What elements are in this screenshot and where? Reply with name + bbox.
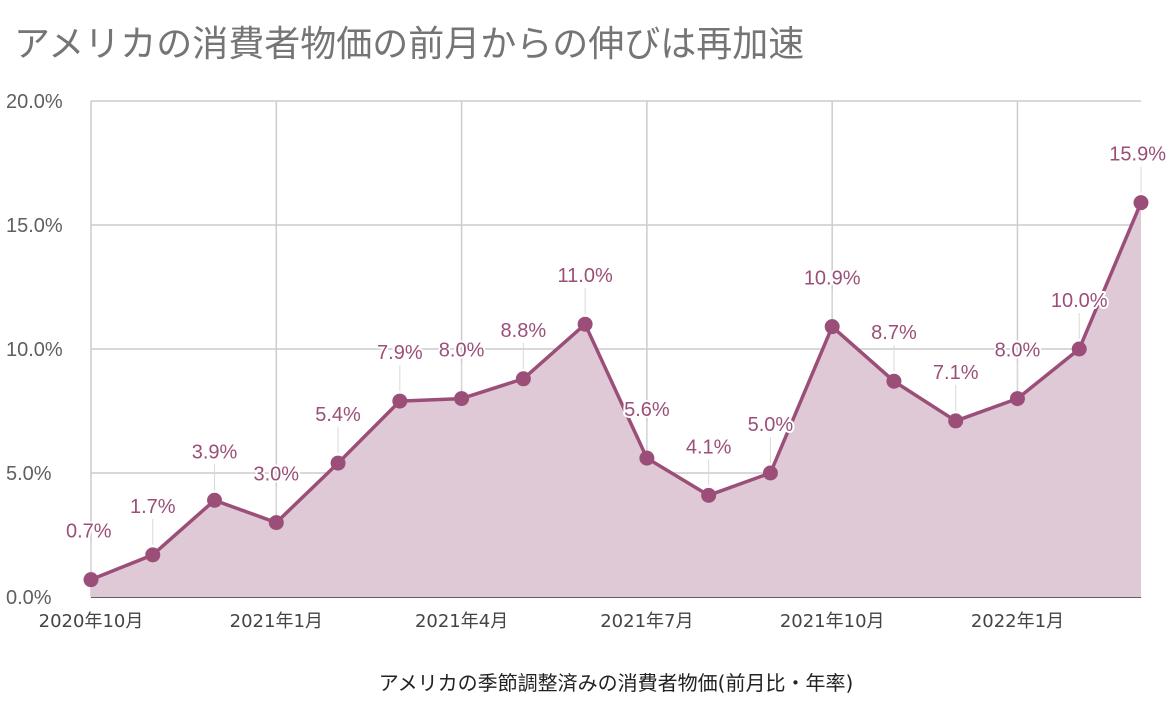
data-labels-layer: 0.7% 1.7% 3.9% 3.0% 5.4% 7.9% 8.0% 8.8% 11.0% 5.6… [64,142,1168,570]
data-label: 7.9% [377,342,423,364]
data-label: 5.4% [315,404,361,426]
data-point [392,393,408,409]
data-point [948,413,964,429]
x-tick-label: 2021年10月 [780,611,885,632]
data-label: 10.9% [804,268,861,290]
data-point [1009,391,1025,407]
y-tick-label: 10.0% [6,339,63,361]
x-tick-label: 2020年10月 [39,611,144,632]
series-line-layer [90,201,1143,582]
x-tick-label: 2021年4月 [415,611,508,632]
data-point [577,316,593,332]
data-label: 8.7% [871,322,917,344]
y-axis: 0.0% 5.0% 10.0% 15.0% 20.0% [6,91,63,609]
data-label: 8.0% [439,340,485,362]
area-fill-layer [91,202,1141,597]
series-line [90,201,1143,582]
data-point [639,450,655,466]
x-axis-label: アメリカの季節調整済みの消費者物価(前月比・年率) [379,671,854,695]
data-label: 5.0% [748,414,794,436]
chart-title: アメリカの消費者物価の前月からの伸びは再加速 [14,24,804,65]
data-point [207,492,223,508]
data-point [330,455,346,471]
data-label: 8.8% [501,320,547,342]
x-tick-label: 2021年1月 [230,611,323,632]
data-point [701,487,717,503]
data-label: 1.7% [130,496,176,518]
area-fill [91,202,1141,597]
data-point [83,572,99,588]
data-label: 8.0% [995,340,1041,362]
data-label: 5.6% [624,399,670,421]
y-tick-label: 0.0% [6,587,52,609]
data-label: 4.1% [686,436,732,458]
data-label: 3.9% [192,441,238,463]
data-point [268,515,284,531]
data-point [515,371,531,387]
y-tick-label: 5.0% [6,463,52,485]
data-point [886,373,902,389]
data-label: 15.9% [1109,144,1166,166]
x-tick-label: 2021年7月 [600,611,693,632]
data-point [1133,195,1149,211]
data-point [454,391,470,407]
data-label: 0.7% [66,521,112,543]
data-label: 3.0% [253,464,299,486]
data-point [762,465,778,481]
y-tick-label: 15.0% [6,215,63,237]
data-label: 7.1% [933,362,979,384]
x-tick-label: 2022年1月 [971,611,1064,632]
data-point [1071,341,1087,357]
data-point [145,547,161,563]
y-tick-label: 20.0% [6,91,63,113]
data-point [824,319,840,335]
data-points-layer [83,195,1149,588]
data-label: 10.0% [1051,290,1108,312]
data-label: 11.0% [558,265,613,287]
x-axis: 2020年10月 2021年1月 2021年4月 2021年7月 2021年10月 202… [39,611,1064,632]
